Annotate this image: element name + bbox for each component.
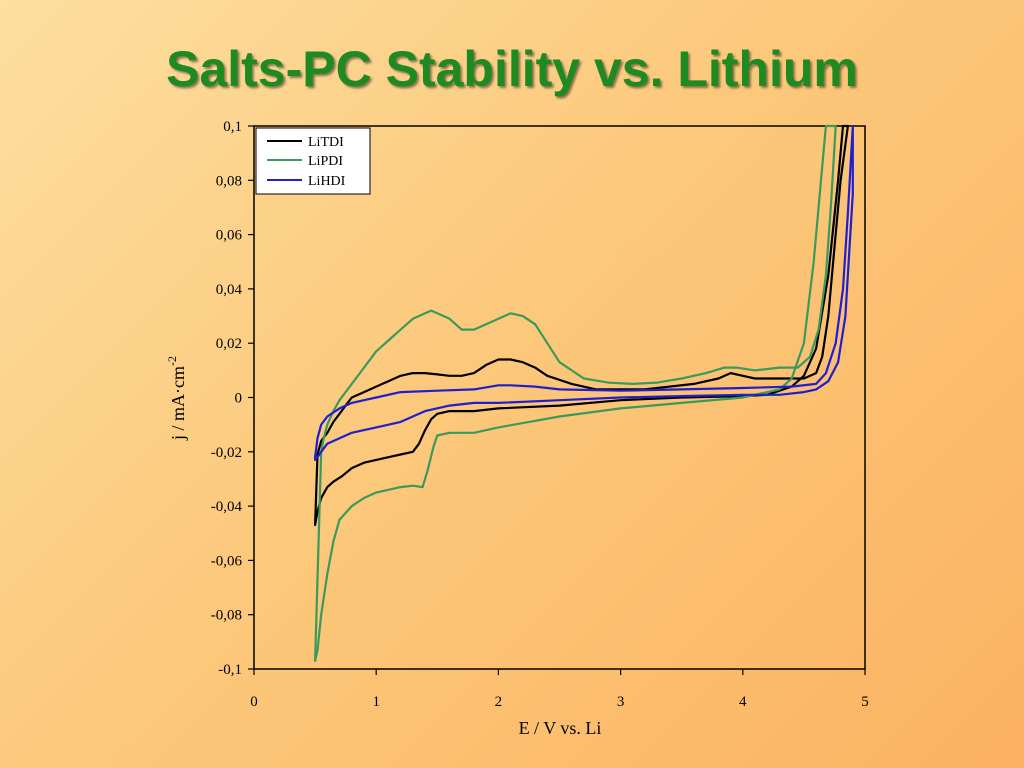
legend-label-lihdi: LiHDI [308,174,346,189]
y-tick-label: 0,04 [216,282,243,298]
y-tick-label: -0,02 [211,445,242,461]
y-tick-label: 0,02 [216,336,242,352]
y-tick-label: 0,08 [216,173,242,189]
y-axis-label-exponent: -2 [165,356,179,366]
x-axis-ticks: 0 1 2 3 4 5 [250,669,869,710]
x-tick-label: 3 [617,694,625,710]
y-axis-label: j / mA·cm [168,366,188,441]
y-tick-label: 0,1 [223,119,242,135]
y-tick-label: -0,06 [211,553,243,569]
series-line-litdi [314,124,849,527]
y-tick-label: 0,06 [216,228,243,244]
series-group [314,124,854,662]
x-tick-label: 0 [250,694,258,710]
x-tick-label: 4 [739,694,747,710]
svg-text:j / mA·cm-2: j / mA·cm-2 [165,356,188,441]
y-tick-label: 0 [235,391,243,407]
series-line-lipdi [314,124,837,662]
legend-label-lipdi: LiPDI [308,154,343,169]
y-axis-label-group: j / mA·cm-2 [165,356,188,441]
plot-area [253,125,866,670]
y-tick-label: -0,08 [211,608,242,624]
y-axis-ticks: -0,1 -0,08 -0,06 -0,04 -0,02 0 0,02 0,04 0,06 0,0… [211,119,254,678]
x-axis-label: E / V vs. Li [519,718,602,738]
y-tick-label: -0,1 [218,662,242,678]
slide-title: Salts-PC Stability vs. Lithium [166,41,858,97]
series-line-lihdi [314,124,854,461]
x-tick-label: 1 [372,694,380,710]
x-tick-label: 2 [495,694,503,710]
y-tick-label: -0,04 [211,499,243,515]
legend-label-litdi: LiTDI [308,135,344,150]
legend: LiTDI LiPDI LiHDI [255,127,371,195]
x-tick-label: 5 [861,694,869,710]
